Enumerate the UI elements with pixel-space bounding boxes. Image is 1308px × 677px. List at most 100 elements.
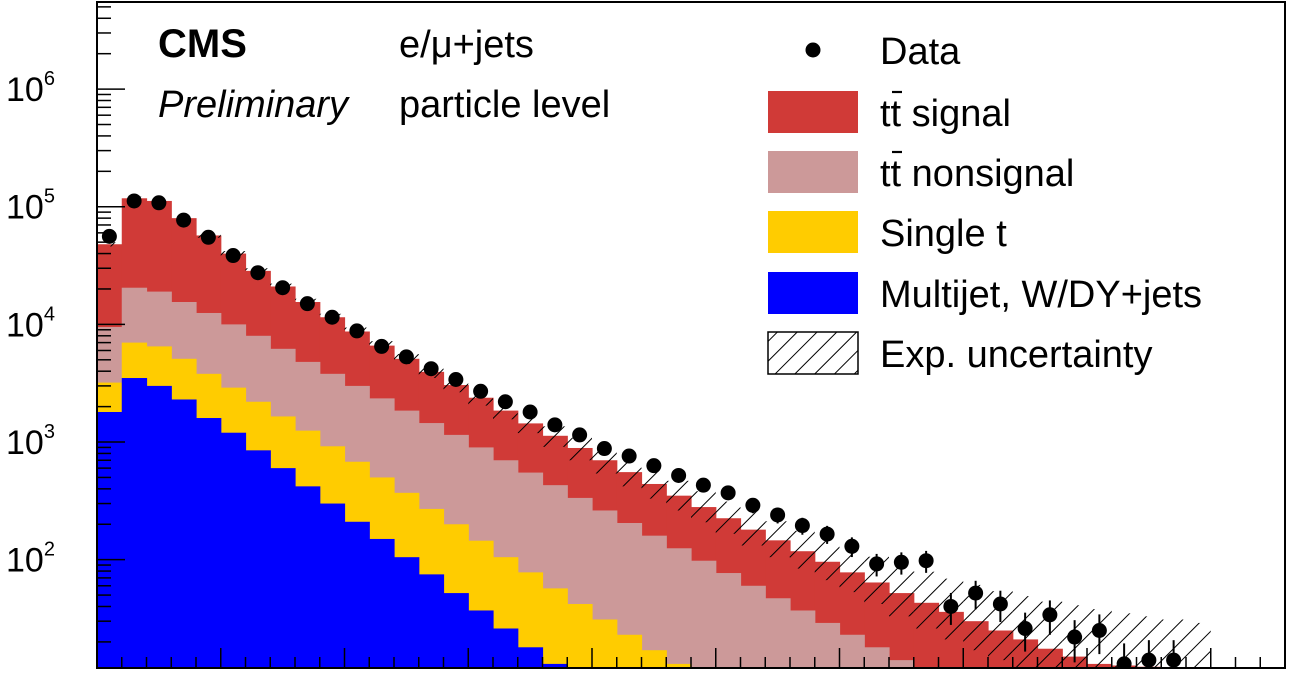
- data-point: [349, 323, 365, 339]
- legend-entry-singlet: Single t: [768, 211, 1007, 255]
- bar-ttnon: [691, 560, 717, 668]
- data-point: [522, 404, 538, 420]
- bar-multijet: [196, 418, 222, 668]
- y-tick-label: 103: [6, 421, 55, 462]
- bar-multijet: [220, 432, 247, 668]
- legend-entry-data: Data: [805, 31, 961, 73]
- data-point: [225, 248, 241, 264]
- data-point: [770, 507, 786, 523]
- legend-entry-unc: Exp. uncertainty: [767, 331, 1152, 376]
- data-point: [695, 477, 711, 493]
- bar-ttnon: [814, 622, 841, 668]
- data-point: [844, 538, 860, 554]
- data-point: [869, 556, 885, 572]
- data-point: [572, 427, 588, 443]
- bar-singlet: [666, 663, 692, 668]
- uncertainty-bin: [913, 571, 939, 629]
- series-multijet: [97, 378, 568, 668]
- data-point: [1116, 656, 1132, 668]
- bar-multijet: [443, 593, 469, 668]
- data-point: [448, 372, 464, 388]
- uncertainty-bin: [666, 480, 691, 511]
- bar-singlet: [542, 588, 568, 668]
- data-point: [1042, 607, 1058, 623]
- bar-singlet: [616, 634, 643, 668]
- y-tick-label: 102: [6, 539, 55, 580]
- bar-multijet: [394, 557, 420, 668]
- bar-multijet: [418, 574, 445, 668]
- uncertainty-bin: [1186, 622, 1211, 668]
- uncertainty-bin: [814, 539, 840, 581]
- legend-label: Single t: [880, 213, 1007, 255]
- channel-label: e/μ+jets: [399, 24, 534, 66]
- bar-multijet: [270, 468, 296, 668]
- y-tick-labels: 102 103 104 105 106: [6, 68, 55, 580]
- bar-ttnon: [790, 610, 816, 668]
- data-point: [596, 441, 612, 457]
- data-point: [1067, 629, 1083, 645]
- legend-swatch-multijet: [768, 272, 858, 314]
- bar-multijet: [493, 628, 519, 668]
- bar-ttnon: [641, 535, 667, 668]
- data-point: [621, 448, 637, 464]
- data-point: [671, 467, 687, 483]
- experiment-label: CMS: [158, 22, 247, 66]
- bar-multijet: [468, 610, 494, 668]
- data-point: [1091, 623, 1107, 639]
- uncertainty-bin: [616, 459, 642, 487]
- legend-label: tt nonsignal: [880, 153, 1074, 195]
- data-point: [275, 280, 291, 296]
- legend-entry-multijet: Multijet, W/DY+jets: [768, 272, 1202, 316]
- bar-multijet: [319, 503, 346, 668]
- data-point: [299, 296, 315, 312]
- data-point: [646, 458, 662, 474]
- uncertainty-bin: [740, 511, 766, 546]
- bar-multijet: [344, 521, 370, 668]
- bar-multijet: [245, 450, 271, 668]
- data-point: [250, 265, 266, 281]
- legend-swatch-ttnon: [768, 151, 858, 193]
- bar-ttnon: [715, 573, 742, 668]
- bar-ttnon: [889, 660, 915, 668]
- bar-multijet: [121, 378, 148, 668]
- data-point: [324, 309, 340, 325]
- bar-singlet: [641, 650, 667, 668]
- uncertainty-bin: [715, 501, 741, 534]
- legend-swatch-unc: [767, 331, 859, 375]
- uncertainty-bin: [542, 426, 568, 447]
- uncertainty-bin: [691, 491, 716, 523]
- data-point: [497, 394, 513, 410]
- data-point: [200, 229, 216, 245]
- legend-swatch-ttsig: [768, 91, 858, 133]
- bar-singlet: [592, 619, 618, 668]
- uncertainty-bin: [641, 470, 667, 499]
- legend-label: Exp. uncertainty: [880, 334, 1152, 376]
- stacked-histograms: [97, 198, 1187, 668]
- bar-singlet: [567, 603, 593, 668]
- data-point: [547, 417, 563, 433]
- uncertainty-bin: [765, 521, 790, 558]
- uncertainty-bin: [517, 414, 543, 434]
- bar-ttnon: [864, 647, 890, 668]
- data-point: [918, 553, 934, 569]
- bar-multijet: [369, 538, 395, 668]
- legend-swatch-singlet: [768, 211, 858, 253]
- data-point: [745, 497, 761, 513]
- bar-ttnon: [839, 634, 865, 668]
- legend-entry-ttnon: tt nonsignal: [768, 150, 1074, 195]
- data-point: [126, 193, 142, 209]
- legend: Data tt signal tt nonsignal Single t Multije…: [767, 31, 1202, 376]
- data-point: [176, 212, 192, 228]
- bar-ttnon: [740, 585, 766, 668]
- legend-marker-data: [805, 42, 821, 58]
- uncertainty-bin: [567, 437, 592, 461]
- bar-ttnon: [765, 598, 791, 668]
- legend-label: tt signal: [880, 93, 1011, 135]
- data-point: [473, 383, 489, 399]
- data-point: [374, 338, 390, 354]
- uncertainty-bin: [493, 402, 518, 420]
- level-label: particle level: [399, 84, 610, 126]
- legend-entry-ttsig: tt signal: [768, 90, 1011, 135]
- data-point: [1166, 652, 1182, 668]
- legend-label: Multijet, W/DY+jets: [880, 274, 1202, 316]
